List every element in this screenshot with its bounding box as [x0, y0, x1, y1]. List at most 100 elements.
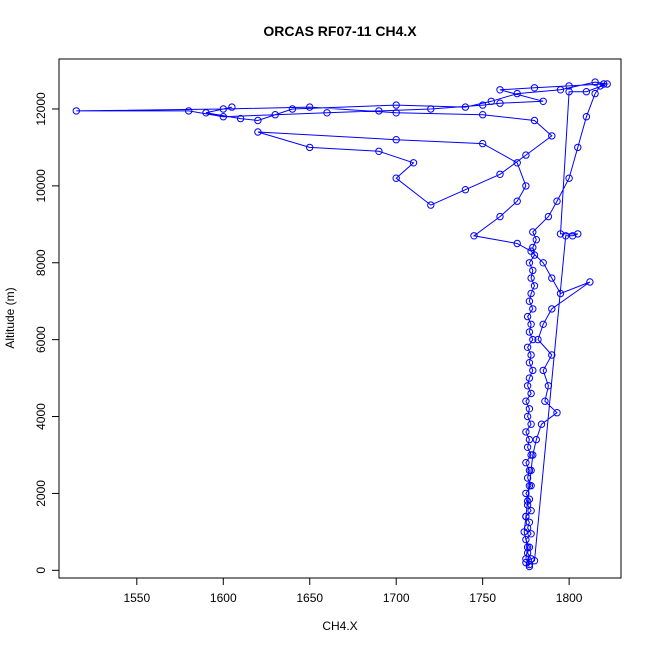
x-tick-label: 1550 — [123, 591, 150, 605]
y-tick-label: 2000 — [34, 480, 48, 507]
axis-ticks: 1550 1600 1650 1700 1750 1800 0 2000 4000 6000 800… — [34, 92, 583, 605]
y-tick-label: 4000 — [34, 403, 48, 430]
data-point — [553, 197, 561, 205]
data-point — [532, 435, 540, 444]
data-point — [513, 239, 521, 248]
y-tick-label: 12000 — [34, 92, 48, 126]
data-point — [548, 274, 556, 282]
data-point — [461, 103, 470, 111]
data-point — [541, 397, 549, 405]
data-point — [513, 159, 521, 167]
data-point — [527, 389, 535, 398]
data-point — [522, 558, 530, 567]
data-point — [427, 201, 435, 209]
data-point — [520, 528, 528, 536]
data-point — [496, 212, 504, 221]
data-point — [544, 382, 553, 390]
data-point — [525, 405, 534, 413]
data-point — [603, 80, 611, 88]
data-point — [548, 132, 556, 140]
data-point — [537, 420, 546, 428]
data-point — [409, 159, 418, 167]
y-tick-label: 8000 — [34, 249, 48, 276]
data-point — [522, 555, 530, 563]
data-point — [565, 82, 573, 90]
y-tick-label: 6000 — [34, 326, 48, 353]
chart-title: ORCAS RF07-11 CH4.X — [263, 23, 417, 39]
data-point — [539, 366, 547, 375]
data-point — [375, 147, 383, 156]
plot-frame — [58, 58, 622, 579]
data-point — [323, 109, 331, 117]
x-tick-label: 1600 — [210, 591, 237, 605]
data-point — [522, 151, 530, 159]
x-tick-label: 1700 — [383, 591, 410, 605]
data-point — [529, 266, 537, 275]
data-point — [530, 282, 539, 290]
data-point — [525, 297, 534, 305]
data-point — [254, 116, 262, 125]
data-point — [522, 535, 530, 544]
data-point — [525, 560, 534, 569]
data-point — [529, 243, 537, 252]
data-series — [72, 78, 611, 571]
data-point — [565, 174, 573, 182]
data-point — [556, 230, 565, 238]
data-point — [513, 197, 521, 205]
data-point — [527, 289, 535, 298]
data-point — [523, 312, 532, 321]
data-point — [525, 482, 534, 490]
data-point — [529, 451, 537, 459]
data-point — [487, 97, 495, 106]
data-point — [527, 247, 535, 255]
data-point — [523, 474, 532, 482]
data-point — [523, 543, 532, 551]
data-point — [539, 97, 547, 106]
data-point — [392, 174, 400, 182]
data-point — [522, 489, 530, 498]
data-point — [548, 351, 556, 359]
data-point — [527, 274, 535, 282]
data-point — [527, 466, 535, 475]
data-point — [254, 128, 262, 136]
data-point — [479, 101, 487, 109]
data-point — [219, 113, 228, 121]
data-point — [548, 305, 556, 313]
data-point — [375, 107, 383, 115]
data-point — [527, 507, 535, 515]
data-point — [527, 351, 535, 359]
data-point — [532, 236, 540, 244]
data-point — [529, 305, 537, 313]
data-point — [522, 459, 530, 467]
data-point — [228, 103, 236, 111]
data-point — [525, 328, 534, 336]
data-point — [525, 495, 534, 503]
data-point — [534, 335, 542, 344]
data-point — [522, 512, 530, 521]
x-tick-label: 1800 — [556, 591, 583, 605]
y-tick-label: 0 — [34, 567, 48, 574]
data-point — [496, 99, 504, 107]
data-point — [306, 143, 314, 152]
data-point — [219, 105, 228, 113]
x-tick-label: 1750 — [469, 591, 496, 605]
data-point — [530, 557, 539, 565]
data-point — [202, 109, 210, 117]
data-point — [591, 78, 599, 86]
data-point — [527, 420, 535, 428]
data-point — [539, 320, 547, 328]
data-point — [530, 84, 539, 92]
data-point — [525, 359, 534, 367]
data-point — [525, 259, 534, 267]
data-point — [539, 259, 547, 267]
data-point — [522, 397, 530, 405]
data-point — [565, 88, 573, 96]
data-point — [523, 382, 532, 390]
data-point — [544, 212, 553, 221]
data-point — [600, 80, 608, 88]
x-tick-label: 1650 — [296, 591, 323, 605]
data-point — [522, 428, 530, 436]
data-point — [523, 412, 532, 421]
y-axis-label: Altitude (m) — [3, 287, 17, 348]
